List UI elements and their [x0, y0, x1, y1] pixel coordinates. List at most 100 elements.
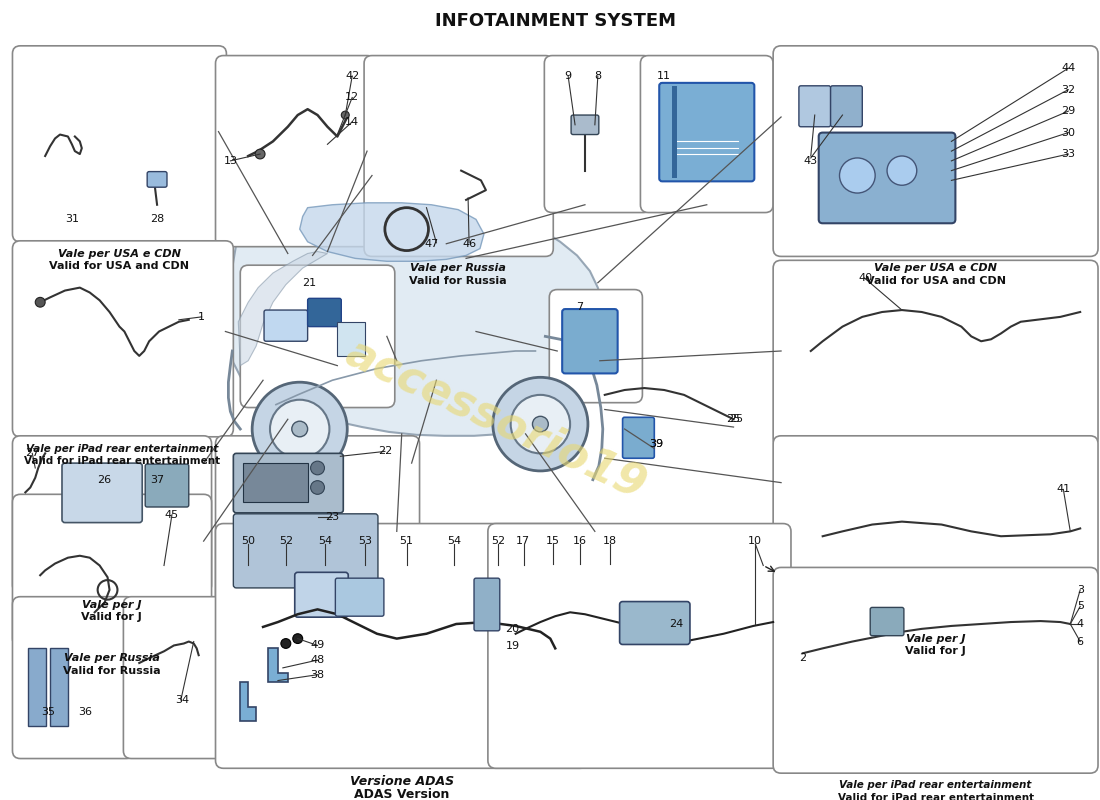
- Circle shape: [270, 400, 329, 458]
- FancyBboxPatch shape: [12, 241, 233, 437]
- Polygon shape: [299, 202, 484, 262]
- Text: 18: 18: [603, 536, 617, 546]
- FancyBboxPatch shape: [562, 309, 617, 374]
- Text: 51: 51: [399, 536, 414, 546]
- Text: 52: 52: [278, 536, 293, 546]
- FancyBboxPatch shape: [62, 463, 142, 522]
- FancyBboxPatch shape: [549, 290, 642, 402]
- Text: 1: 1: [198, 312, 205, 322]
- Text: 46: 46: [462, 238, 476, 249]
- FancyBboxPatch shape: [147, 171, 167, 187]
- FancyBboxPatch shape: [773, 436, 1098, 627]
- FancyBboxPatch shape: [295, 572, 349, 617]
- Circle shape: [341, 111, 349, 119]
- Text: 12: 12: [345, 93, 360, 102]
- FancyBboxPatch shape: [640, 55, 773, 213]
- Text: Valid for Russia: Valid for Russia: [409, 276, 507, 286]
- FancyBboxPatch shape: [364, 55, 553, 257]
- Text: 11: 11: [657, 71, 671, 81]
- Text: 37: 37: [150, 474, 164, 485]
- Text: 50: 50: [241, 536, 255, 546]
- Text: Vale per Russia: Vale per Russia: [410, 263, 506, 274]
- Text: 13: 13: [223, 156, 238, 166]
- FancyBboxPatch shape: [12, 46, 227, 242]
- FancyBboxPatch shape: [216, 436, 419, 607]
- Text: 19: 19: [506, 642, 519, 651]
- Text: Valid for USA and CDN: Valid for USA and CDN: [50, 262, 189, 271]
- Text: 45: 45: [165, 510, 179, 520]
- Text: 10: 10: [748, 536, 762, 546]
- Text: 3: 3: [1077, 585, 1084, 595]
- Text: 5: 5: [1077, 602, 1084, 611]
- Text: Valid for J: Valid for J: [905, 646, 966, 657]
- Text: 52: 52: [491, 536, 505, 546]
- FancyBboxPatch shape: [870, 607, 904, 636]
- Text: 54: 54: [318, 536, 332, 546]
- FancyBboxPatch shape: [264, 310, 308, 342]
- Text: 30: 30: [1062, 127, 1076, 138]
- Text: 43: 43: [804, 156, 817, 166]
- Text: 2: 2: [800, 653, 806, 663]
- Text: 22: 22: [377, 446, 392, 457]
- Text: 38: 38: [310, 670, 324, 680]
- Text: Vale per iPad rear entertainment: Vale per iPad rear entertainment: [26, 444, 219, 454]
- Text: 26: 26: [98, 474, 111, 485]
- Text: 14: 14: [345, 117, 360, 127]
- Polygon shape: [240, 682, 256, 722]
- Text: 33: 33: [1062, 149, 1076, 159]
- Text: 34: 34: [175, 695, 189, 705]
- Circle shape: [293, 634, 303, 643]
- Text: Versione ADAS: Versione ADAS: [350, 775, 454, 788]
- Bar: [51, 648, 68, 726]
- Text: Vale per iPad rear entertainment: Vale per iPad rear entertainment: [839, 780, 1032, 790]
- Text: Valid for iPad rear entertainment: Valid for iPad rear entertainment: [24, 456, 220, 466]
- Text: Valid for USA and CDN: Valid for USA and CDN: [866, 276, 1005, 286]
- Text: Valid for J: Valid for J: [81, 612, 142, 622]
- Polygon shape: [239, 251, 328, 366]
- Text: 39: 39: [649, 438, 663, 449]
- FancyBboxPatch shape: [240, 265, 395, 407]
- Text: 28: 28: [150, 214, 164, 224]
- FancyBboxPatch shape: [830, 86, 862, 126]
- FancyBboxPatch shape: [571, 115, 598, 134]
- Text: 40: 40: [858, 273, 872, 283]
- Text: INFOTAINMENT SYSTEM: INFOTAINMENT SYSTEM: [434, 13, 675, 30]
- Text: Vale per USA e CDN: Vale per USA e CDN: [58, 249, 180, 258]
- Bar: [29, 648, 46, 726]
- Text: accessorio19: accessorio19: [339, 330, 652, 508]
- Text: 49: 49: [310, 641, 324, 650]
- Text: 25: 25: [729, 414, 744, 424]
- Circle shape: [35, 298, 45, 307]
- Text: 35: 35: [41, 706, 55, 717]
- Text: 47: 47: [425, 238, 439, 249]
- FancyBboxPatch shape: [233, 514, 378, 588]
- Text: ADAS Version: ADAS Version: [354, 788, 450, 800]
- Circle shape: [292, 421, 308, 437]
- FancyBboxPatch shape: [659, 83, 755, 182]
- Text: Valid for Russia: Valid for Russia: [63, 666, 161, 676]
- Text: 53: 53: [359, 536, 372, 546]
- FancyBboxPatch shape: [123, 597, 230, 758]
- Text: 7: 7: [576, 302, 584, 312]
- Text: 21: 21: [302, 278, 317, 288]
- Text: 16: 16: [573, 536, 587, 546]
- Text: 54: 54: [448, 536, 461, 546]
- FancyBboxPatch shape: [12, 597, 134, 758]
- FancyBboxPatch shape: [773, 260, 1098, 446]
- FancyBboxPatch shape: [773, 46, 1098, 257]
- Text: 31: 31: [65, 214, 79, 224]
- Text: 42: 42: [345, 71, 360, 81]
- Circle shape: [310, 481, 324, 494]
- FancyBboxPatch shape: [145, 464, 189, 507]
- FancyBboxPatch shape: [773, 567, 1098, 773]
- Circle shape: [510, 395, 570, 454]
- Text: 36: 36: [78, 706, 91, 717]
- Text: 29: 29: [1062, 106, 1076, 116]
- Text: 17: 17: [516, 536, 529, 546]
- FancyBboxPatch shape: [474, 578, 499, 631]
- Text: 48: 48: [310, 655, 324, 665]
- Text: 24: 24: [669, 619, 683, 629]
- Circle shape: [255, 149, 265, 159]
- Bar: [338, 322, 365, 356]
- FancyBboxPatch shape: [818, 133, 956, 223]
